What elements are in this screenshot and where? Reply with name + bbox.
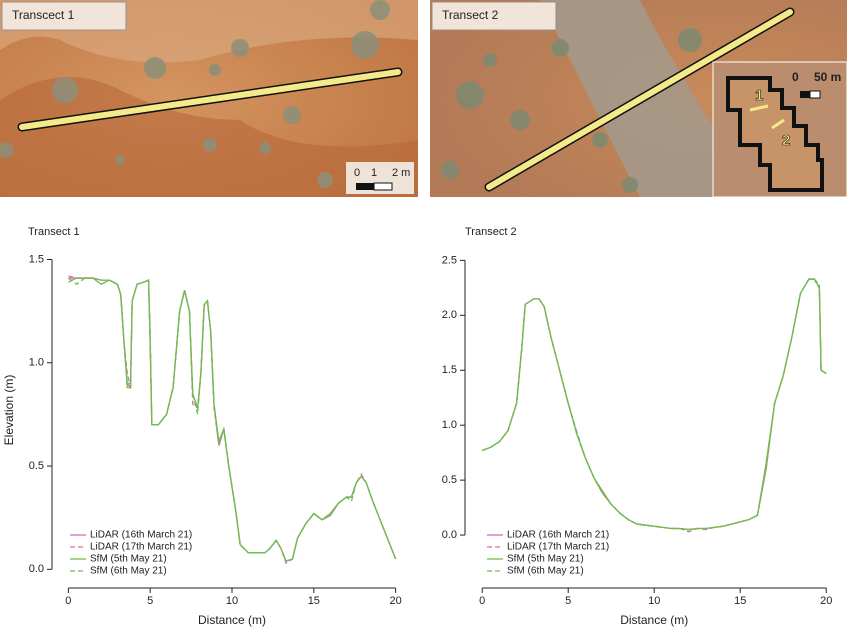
y-tick-label: 0.0 bbox=[29, 563, 44, 575]
legend-label: SfM (5th May 21) bbox=[507, 554, 584, 565]
legend-label: SfM (6th May 21) bbox=[90, 566, 167, 577]
y-tick-label: 2.0 bbox=[442, 309, 457, 321]
x-tick-label: 20 bbox=[820, 595, 832, 607]
scale-label: 2 m bbox=[392, 167, 410, 179]
inset-label: 2 bbox=[782, 132, 790, 149]
photo-panel-1: Transcect 1 0 1 2 m bbox=[0, 0, 418, 197]
x-axis-label: Distance (m) bbox=[198, 613, 266, 627]
chart-title: Transect 2 bbox=[465, 226, 517, 238]
y-tick-label: 1.5 bbox=[442, 364, 457, 376]
inset-label: 1 bbox=[755, 87, 763, 104]
scale-label: 0 bbox=[792, 70, 799, 84]
y-tick-label: 0.5 bbox=[442, 474, 457, 486]
panel-label: Transcect 1 bbox=[12, 8, 75, 22]
legend-label: SfM (6th May 21) bbox=[507, 566, 584, 577]
legend-label: SfM (5th May 21) bbox=[90, 554, 167, 565]
x-tick-label: 20 bbox=[390, 595, 402, 607]
scale-label: 50 m bbox=[814, 70, 841, 84]
x-tick-label: 15 bbox=[734, 595, 746, 607]
panel-label: Transect 2 bbox=[442, 8, 499, 22]
y-tick-label: 1.0 bbox=[442, 419, 457, 431]
chart-title: Transect 1 bbox=[28, 226, 80, 238]
photo-panel-2: Transect 2 0 50 m 1 2 bbox=[430, 0, 847, 198]
legend-label: LiDAR (17th March 21) bbox=[507, 542, 609, 553]
x-tick-label: 5 bbox=[147, 595, 153, 607]
y-tick-label: 0.5 bbox=[29, 460, 44, 472]
data-line bbox=[68, 277, 397, 562]
data-line bbox=[68, 275, 397, 565]
x-tick-label: 15 bbox=[308, 595, 320, 607]
data-line bbox=[68, 277, 397, 562]
legend-label: LiDAR (16th March 21) bbox=[90, 530, 192, 541]
x-tick-label: 10 bbox=[226, 595, 238, 607]
data-line bbox=[481, 278, 827, 531]
x-tick-label: 10 bbox=[648, 595, 660, 607]
x-tick-label: 5 bbox=[565, 595, 571, 607]
legend-label: LiDAR (17th March 21) bbox=[90, 542, 192, 553]
x-axis-label: Distance (m) bbox=[620, 613, 688, 627]
y-tick-label: 0.0 bbox=[442, 529, 457, 541]
x-tick-label: 0 bbox=[479, 595, 485, 607]
scale-label: 1 bbox=[371, 167, 377, 179]
y-tick-label: 2.5 bbox=[442, 254, 457, 266]
data-line bbox=[67, 277, 397, 562]
y-tick-label: 1.0 bbox=[29, 357, 44, 369]
x-tick-label: 0 bbox=[65, 595, 71, 607]
y-tick-label: 1.5 bbox=[29, 253, 44, 265]
y-axis-label: Elevation (m) bbox=[2, 375, 16, 446]
scale-label: 0 bbox=[354, 167, 360, 179]
legend-label: LiDAR (16th March 21) bbox=[507, 530, 609, 541]
